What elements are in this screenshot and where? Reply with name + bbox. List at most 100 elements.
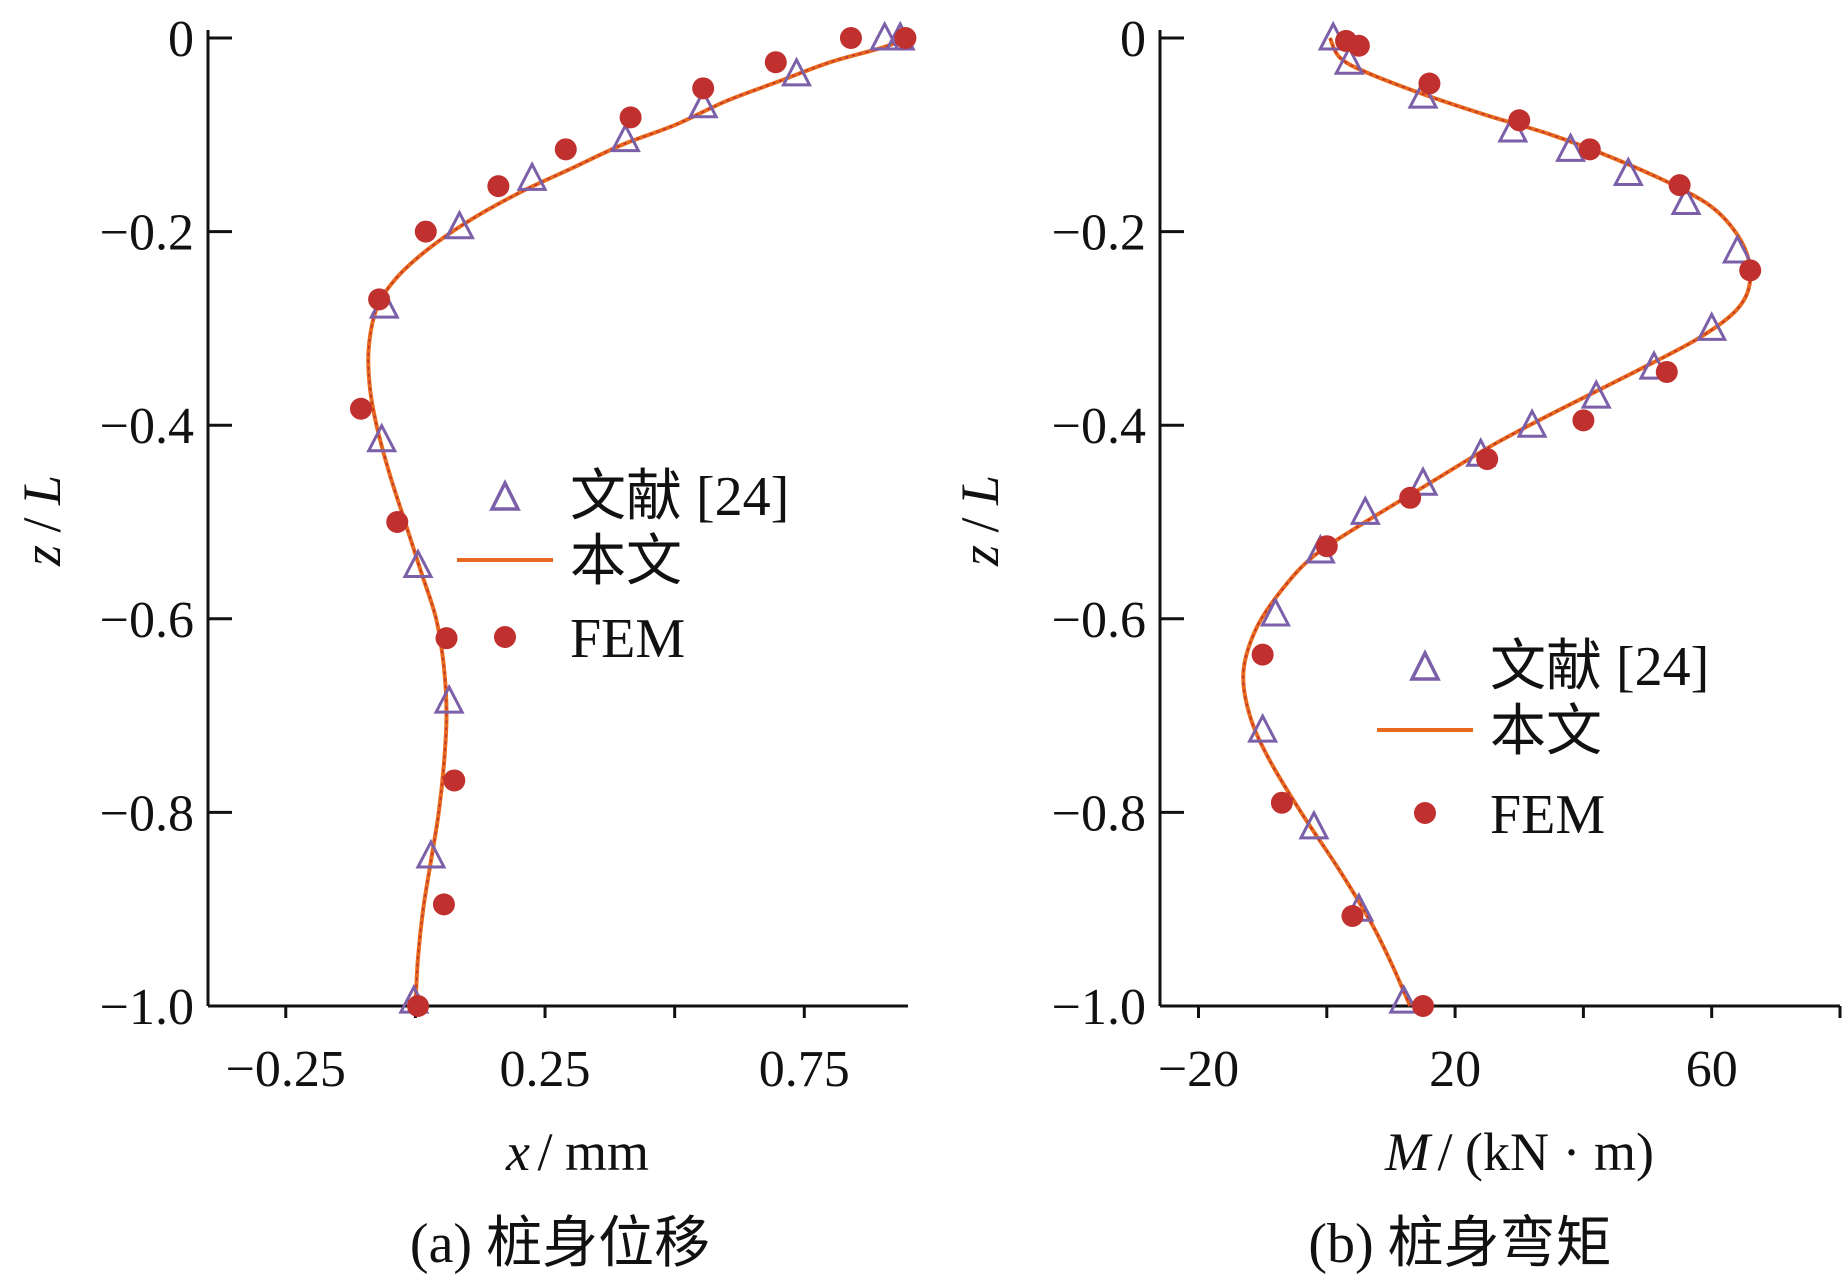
fem-point [435, 627, 458, 650]
panel-a-legend-entry-reference: 文献 [24] [489, 466, 789, 528]
legend-label-reference: 文献 [24] [570, 466, 789, 528]
triangle-marker-reference [1612, 156, 1644, 187]
panel-b-ylabel-unit: L [950, 475, 1010, 506]
fem-point [1270, 791, 1293, 814]
fem-point [443, 769, 466, 792]
fem-point [1655, 360, 1678, 383]
panel-b-legend-entry-this-paper: 本文 [1377, 701, 1602, 763]
y-tick-label: −0.4 [100, 398, 194, 455]
triangle-marker-reference [1555, 132, 1587, 162]
triangle-marker-reference [869, 20, 901, 51]
panel-b-xlabel-slash: / [1437, 1122, 1452, 1182]
series-line-dotted-overlay [1242, 37, 1752, 1007]
series-line-dotted-overlay [367, 37, 909, 1007]
fem-point [1572, 409, 1595, 432]
y-tick-label: 0 [168, 11, 194, 68]
fem-point [1347, 34, 1370, 57]
fem-point [1315, 535, 1338, 558]
fem-point [1739, 259, 1762, 282]
y-tick-label: 0 [1120, 11, 1146, 68]
legend-label-this-paper: 本文 [1490, 701, 1602, 763]
legend-triangle-marker [489, 479, 521, 511]
x-tick-label: 0.25 [500, 1041, 591, 1098]
panel-b-legend-entry-fem: FEM [1414, 784, 1605, 846]
panel-a-legend-entry-this-paper: 本文 [457, 531, 682, 593]
panel-b: 0 −0.2 −0.4 −0.6 −0.8 −1.0−20 20 60 z / L M / (… [950, 11, 1842, 1275]
panel-b-ylabel-slash: / [950, 517, 1010, 532]
panel-a-xlabel-slash: / [537, 1122, 552, 1182]
y-tick-label: −0.6 [1052, 592, 1146, 649]
fem-point [764, 51, 787, 74]
legend-triangle-marker [1409, 649, 1441, 681]
x-tick-label: −0.25 [226, 1041, 346, 1098]
fem-point [386, 511, 409, 533]
triangle-marker-reference [687, 88, 719, 119]
fem-point [1476, 448, 1499, 471]
fem-point [432, 893, 455, 916]
y-tick-label: −0.6 [100, 592, 194, 649]
fem-point [407, 995, 429, 1017]
triangle-marker-reference [402, 548, 434, 579]
triangle-marker-reference [1670, 185, 1702, 216]
triangle-marker-reference [1259, 596, 1291, 627]
fem-point [487, 175, 510, 198]
x-tick-label: 0.75 [759, 1041, 850, 1098]
legend-label-fem: FEM [570, 608, 685, 670]
y-tick-label: −1.0 [100, 979, 194, 1036]
panel-b-xlabel-var: M [1384, 1122, 1433, 1182]
triangle-marker-reference [1407, 78, 1439, 109]
triangle-marker-reference [1247, 712, 1279, 743]
panel-a-legend: 文献 [24] 本文 FEM [457, 466, 789, 670]
panel-a-ylabel-var: z [12, 545, 72, 567]
panel-a-legend-entry-fem: FEM [494, 608, 685, 670]
triangle-marker-reference [1516, 407, 1548, 438]
triangle-marker-reference [1349, 495, 1381, 525]
fem-point [1399, 486, 1422, 509]
y-tick-label: −0.2 [1052, 205, 1146, 262]
panel-b-legend-entry-reference: 文献 [24] [1409, 636, 1709, 698]
fem-point [1508, 109, 1531, 132]
triangle-marker-reference [1721, 233, 1753, 264]
triangle-marker-reference [415, 838, 447, 869]
fem-point [414, 220, 437, 243]
triangle-marker-reference [1407, 466, 1439, 496]
fem-point [1412, 995, 1435, 1017]
legend-dot-marker [494, 626, 516, 648]
panel-a-caption: (a) 桩身位移 [410, 1213, 710, 1275]
fem-point [349, 397, 372, 420]
y-tick-label: −0.2 [100, 205, 194, 262]
fem-point [1251, 643, 1274, 666]
triangle-marker-reference [444, 209, 475, 240]
y-tick-label: −0.4 [1052, 398, 1146, 455]
panel-a-ylabel-group: z / L [12, 475, 72, 567]
legend-dot-marker [1414, 802, 1436, 824]
panel-a-ylabel-unit: L [12, 475, 72, 506]
triangle-marker-reference [1333, 44, 1365, 75]
legend-label-fem: FEM [1490, 784, 1605, 846]
panel-b-xlabel-group: M / (kN · m) [1384, 1122, 1654, 1182]
triangle-marker-reference [609, 122, 641, 153]
panel-a: 0 −0.2 −0.4 −0.6 −0.8 −1.0 −0.25 0.25 0.75 z / L… [12, 11, 917, 1275]
panel-b-plot-layer: 0 −0.2 −0.4 −0.6 −0.8 −1.0−20 20 60 [1052, 11, 1842, 1098]
fem-point [1341, 904, 1364, 927]
fem-point [368, 288, 391, 311]
x-tick-label: 60 [1686, 1041, 1738, 1098]
triangle-marker-reference [366, 422, 398, 453]
triangle-marker-reference [433, 683, 465, 714]
y-tick-label: −0.8 [100, 785, 194, 842]
x-tick-label: −20 [1158, 1041, 1239, 1098]
fem-point [692, 77, 715, 100]
panel-a-xlabel-group: x / mm [505, 1122, 649, 1182]
triangle-marker-reference [1388, 983, 1420, 1014]
fem-point [554, 138, 577, 161]
panel-b-ylabel-group: z / L [950, 475, 1010, 567]
panel-b-legend: 文献 [24] 本文 FEM [1377, 636, 1709, 846]
panel-a-plot-layer: 0 −0.2 −0.4 −0.6 −0.8 −1.0 −0.25 0.25 0.75 [100, 11, 917, 1098]
legend-label-this-paper: 本文 [570, 531, 682, 593]
triangle-marker-reference [1580, 378, 1612, 409]
triangle-marker-reference [1298, 809, 1330, 840]
fem-point [894, 27, 917, 49]
x-tick-label: 20 [1429, 1041, 1481, 1098]
y-tick-label: −1.0 [1052, 979, 1146, 1036]
